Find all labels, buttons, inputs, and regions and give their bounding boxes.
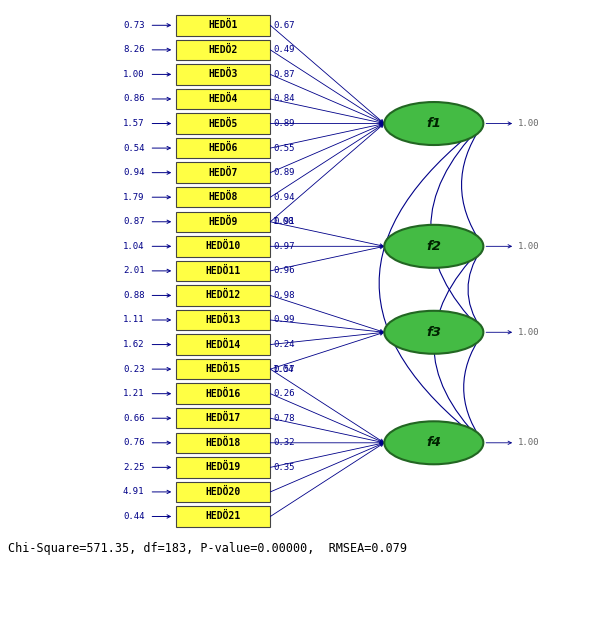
FancyBboxPatch shape: [176, 40, 270, 60]
FancyBboxPatch shape: [176, 15, 270, 36]
Text: HEDÖ20: HEDÖ20: [206, 487, 241, 497]
Text: 0.94: 0.94: [273, 193, 295, 202]
Text: HEDÖ7: HEDÖ7: [209, 168, 238, 178]
FancyBboxPatch shape: [176, 138, 270, 158]
Text: HEDÖ1: HEDÖ1: [209, 20, 238, 30]
Text: 0.23: 0.23: [123, 365, 145, 374]
Text: HEDÖ2: HEDÖ2: [209, 45, 238, 55]
FancyBboxPatch shape: [176, 212, 270, 232]
Text: 0.78: 0.78: [273, 413, 295, 423]
Ellipse shape: [384, 102, 483, 145]
Text: 0.55: 0.55: [273, 143, 295, 152]
Text: HEDÖ5: HEDÖ5: [209, 118, 238, 129]
Text: 0.89: 0.89: [273, 168, 295, 177]
Text: 1.04: 1.04: [273, 365, 295, 374]
Text: 1.00: 1.00: [518, 119, 539, 128]
FancyBboxPatch shape: [176, 506, 270, 527]
Text: 0.66: 0.66: [123, 413, 145, 423]
Text: f4: f4: [426, 436, 441, 449]
Text: 8.26: 8.26: [123, 45, 145, 54]
FancyBboxPatch shape: [176, 187, 270, 207]
Text: Chi-Square=571.35, df=183, P-value=0.00000,  RMSEA=0.079: Chi-Square=571.35, df=183, P-value=0.000…: [8, 542, 407, 555]
FancyBboxPatch shape: [176, 113, 270, 134]
Text: 0.44: 0.44: [123, 512, 145, 521]
Text: 0.91: 0.91: [273, 217, 295, 227]
FancyBboxPatch shape: [176, 457, 270, 477]
Text: 1.00: 1.00: [518, 328, 539, 337]
Text: 0.32: 0.32: [273, 438, 295, 447]
Text: 0.67: 0.67: [273, 20, 295, 30]
FancyBboxPatch shape: [176, 383, 270, 404]
FancyBboxPatch shape: [176, 64, 270, 84]
Text: HEDÖ8: HEDÖ8: [209, 192, 238, 202]
Text: HEDÖ6: HEDÖ6: [209, 143, 238, 153]
FancyBboxPatch shape: [176, 310, 270, 330]
Text: 0.96: 0.96: [273, 266, 295, 275]
Text: HEDÖ19: HEDÖ19: [206, 462, 241, 472]
Text: 0.54: 0.54: [123, 143, 145, 152]
Text: 0.24: 0.24: [273, 340, 295, 349]
Text: HEDÖ14: HEDÖ14: [206, 340, 241, 349]
Text: 0.97: 0.97: [273, 242, 295, 251]
Text: f3: f3: [426, 326, 441, 339]
FancyBboxPatch shape: [176, 260, 270, 281]
Text: 0.88: 0.88: [123, 291, 145, 300]
Text: 0.26: 0.26: [273, 389, 295, 398]
Text: HEDÖ4: HEDÖ4: [209, 94, 238, 104]
Text: 0.94: 0.94: [123, 168, 145, 177]
Ellipse shape: [384, 421, 483, 464]
Text: 1.57: 1.57: [123, 119, 145, 128]
Text: 0.99: 0.99: [273, 316, 295, 324]
Text: 1.00: 1.00: [123, 70, 145, 79]
FancyBboxPatch shape: [176, 334, 270, 355]
FancyBboxPatch shape: [176, 236, 270, 257]
Text: f1: f1: [426, 117, 441, 130]
Text: 1.21: 1.21: [123, 389, 145, 398]
Text: HEDÖ9: HEDÖ9: [209, 217, 238, 227]
FancyBboxPatch shape: [176, 285, 270, 306]
Text: 0.87: 0.87: [123, 217, 145, 227]
Text: HEDÖ15: HEDÖ15: [206, 364, 241, 374]
Text: 1.08: 1.08: [273, 217, 295, 227]
FancyBboxPatch shape: [176, 163, 270, 183]
Text: 4.91: 4.91: [123, 488, 145, 497]
Text: 0.76: 0.76: [123, 438, 145, 447]
Text: 0.86: 0.86: [123, 95, 145, 104]
Text: 0.57: 0.57: [273, 365, 295, 374]
Ellipse shape: [384, 225, 483, 268]
Text: HEDÖ16: HEDÖ16: [206, 388, 241, 399]
Text: HEDÖ3: HEDÖ3: [209, 69, 238, 79]
Text: 1.04: 1.04: [123, 242, 145, 251]
Text: 0.49: 0.49: [273, 45, 295, 54]
Text: HEDÖ12: HEDÖ12: [206, 291, 241, 300]
Text: HEDÖ11: HEDÖ11: [206, 266, 241, 276]
Text: HEDÖ21: HEDÖ21: [206, 511, 241, 522]
Text: HEDÖ17: HEDÖ17: [206, 413, 241, 423]
Text: 0.98: 0.98: [273, 291, 295, 300]
Text: f2: f2: [426, 240, 441, 253]
FancyBboxPatch shape: [176, 433, 270, 453]
Text: 1.62: 1.62: [123, 340, 145, 349]
Text: HEDÖ13: HEDÖ13: [206, 315, 241, 325]
Text: 1.00: 1.00: [518, 242, 539, 251]
Text: 0.35: 0.35: [273, 463, 295, 472]
FancyBboxPatch shape: [176, 482, 270, 502]
Text: HEDÖ10: HEDÖ10: [206, 241, 241, 252]
Text: HEDÖ18: HEDÖ18: [206, 438, 241, 448]
Text: 0.87: 0.87: [273, 70, 295, 79]
Text: 0.84: 0.84: [273, 95, 295, 104]
Text: 2.25: 2.25: [123, 463, 145, 472]
Ellipse shape: [384, 311, 483, 354]
FancyBboxPatch shape: [176, 359, 270, 380]
Text: 1.00: 1.00: [518, 438, 539, 447]
Text: 0.89: 0.89: [273, 119, 295, 128]
Text: 0.73: 0.73: [123, 20, 145, 30]
Text: 1.11: 1.11: [123, 316, 145, 324]
FancyBboxPatch shape: [176, 89, 270, 109]
Text: 1.79: 1.79: [123, 193, 145, 202]
FancyBboxPatch shape: [176, 408, 270, 428]
Text: 2.01: 2.01: [123, 266, 145, 275]
